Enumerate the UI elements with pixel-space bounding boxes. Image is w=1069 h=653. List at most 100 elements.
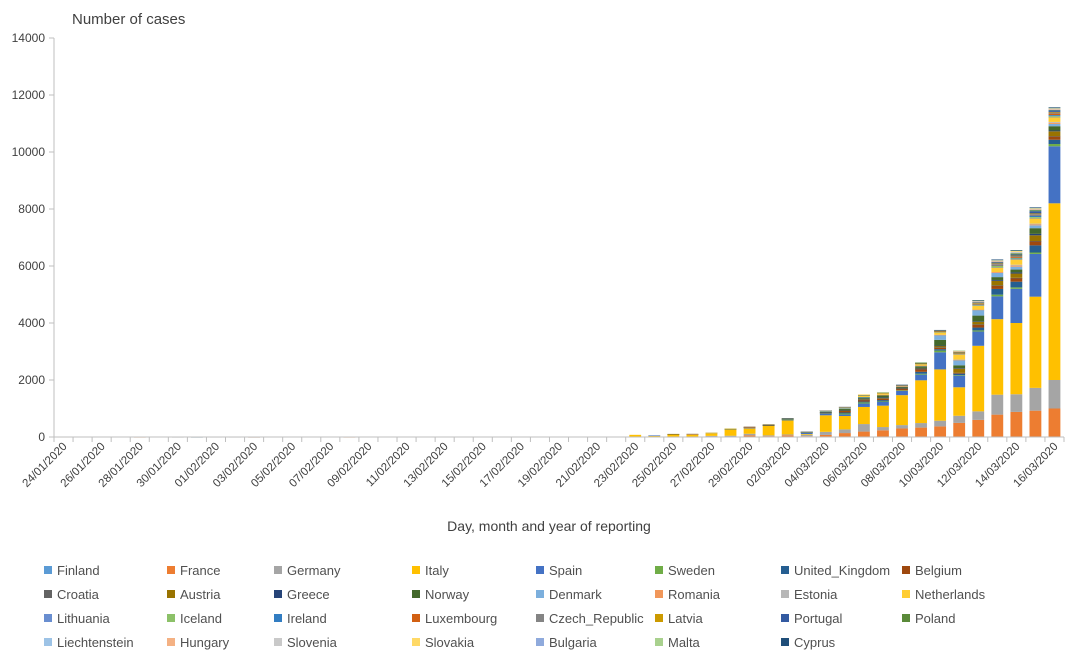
bar-segment: [1029, 245, 1042, 253]
bar-segment: [877, 405, 889, 428]
bar-segment: [819, 415, 832, 432]
legend-item: France: [167, 562, 220, 578]
legend-item: Bulgaria: [536, 634, 597, 650]
bar-segment: [838, 410, 851, 412]
bar-segment: [915, 373, 927, 375]
bar-segment: [858, 395, 870, 397]
bar-segment: [953, 353, 966, 360]
legend-label: Lithuania: [57, 610, 110, 626]
bar-segment: [819, 413, 832, 414]
bar-segment: [915, 423, 927, 428]
bar-segment: [934, 331, 947, 335]
bar-segment: [1048, 130, 1061, 132]
legend-swatch: [167, 566, 175, 574]
bar-segment: [1029, 235, 1042, 242]
bar-segment: [838, 406, 851, 408]
bar-segment: [1029, 410, 1042, 437]
legend-label: Czech_Republic: [549, 610, 644, 626]
legend-swatch: [167, 614, 175, 622]
legend-label: Poland: [915, 610, 956, 626]
legend-label: Estonia: [794, 586, 838, 602]
bar-segment: [972, 304, 985, 306]
bar-segment: [934, 339, 947, 346]
bar-segment: [838, 433, 851, 437]
legend-item: Liechtenstein: [44, 634, 134, 650]
bar-segment: [1048, 116, 1061, 118]
legend-item: Slovenia: [274, 634, 337, 650]
bar-segment: [838, 410, 851, 413]
bar-segment: [1010, 259, 1023, 265]
bar-segment: [1010, 269, 1023, 273]
bar-segment: [953, 352, 966, 354]
bar-segment: [877, 392, 889, 393]
legend-swatch: [902, 566, 910, 574]
bar-segment: [838, 413, 851, 415]
legend-label: Sweden: [668, 562, 715, 578]
legend-item: Ireland: [274, 610, 327, 626]
legend-label: Norway: [425, 586, 470, 602]
bar-segment: [1029, 213, 1042, 215]
bar-segment: [838, 409, 851, 411]
bar-segment: [896, 387, 908, 389]
bar-segment: [1010, 250, 1023, 252]
bar-segment: [705, 432, 718, 434]
bar-segment: [1029, 228, 1042, 234]
bar-segment: [991, 277, 1004, 280]
bar-segment: [762, 425, 775, 426]
bar-segment: [781, 418, 794, 419]
bar-segment: [1048, 111, 1061, 113]
bar-segment: [934, 330, 947, 332]
legend-label: Romania: [668, 586, 721, 602]
legend-item: Austria: [167, 586, 220, 602]
bar-segment: [991, 414, 1004, 437]
bar-segment: [1010, 255, 1023, 257]
bar-segment: [877, 397, 889, 398]
bar-segment: [972, 302, 985, 304]
bar-segment: [896, 388, 908, 390]
bar-segment: [1048, 116, 1061, 122]
bar-segment: [877, 397, 889, 399]
bar-segment: [991, 259, 1004, 261]
bar-segment: [972, 305, 985, 306]
bar-segment: [800, 432, 813, 435]
y-axis-title: Number of cases: [72, 11, 185, 28]
bar-segment: [1048, 380, 1061, 409]
bar-segment: [972, 327, 985, 331]
bar-segment: [667, 434, 680, 437]
legend-item: Luxembourg: [412, 610, 497, 626]
legend-label: Greece: [287, 586, 330, 602]
bar-segment: [1029, 241, 1042, 242]
legend-label: Malta: [668, 634, 700, 650]
legend-label: Bulgaria: [549, 634, 597, 650]
bar-segment: [1010, 272, 1023, 274]
bar-segment: [1010, 277, 1023, 279]
bar-segment: [953, 415, 966, 423]
bar-segment: [1029, 233, 1042, 236]
bar-segment: [953, 368, 966, 373]
legend-item: Lithuania: [44, 610, 110, 626]
bar-segment: [991, 263, 1004, 265]
legend-swatch: [536, 614, 544, 622]
bar-segment: [1029, 209, 1042, 212]
bar-segment: [1048, 146, 1061, 204]
bar-segment: [762, 435, 775, 437]
bar-segment: [629, 434, 642, 437]
legend-item: Denmark: [536, 586, 602, 602]
bar-segment: [953, 350, 966, 352]
bar-segment: [838, 408, 851, 410]
bar-segment: [781, 435, 794, 437]
bar-segment: [1048, 131, 1061, 137]
bar-segment: [934, 335, 947, 340]
bar-segment: [1048, 108, 1061, 110]
bar-segment: [934, 331, 947, 332]
y-tick-label: 0: [38, 430, 45, 444]
bar-segment: [972, 305, 985, 310]
bar-segment: [877, 401, 889, 406]
legend-swatch: [781, 590, 789, 598]
bar-segment: [915, 366, 927, 368]
legend-swatch: [412, 590, 420, 598]
bar-segment: [1048, 115, 1061, 116]
legend-label: Luxembourg: [425, 610, 498, 626]
bar-segment: [896, 425, 908, 429]
bar-segment: [877, 393, 889, 395]
